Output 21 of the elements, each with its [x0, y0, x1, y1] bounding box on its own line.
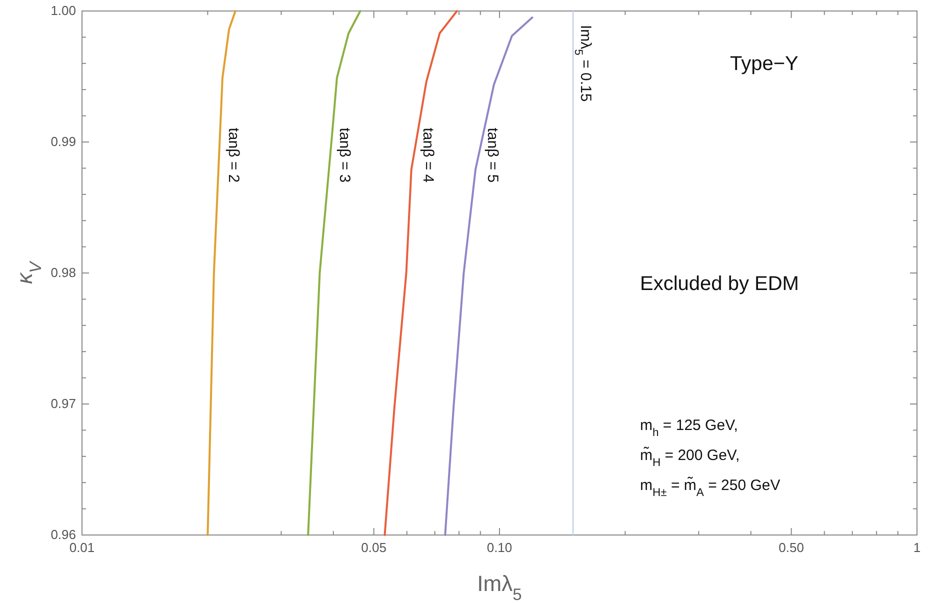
line-series [307, 10, 362, 536]
x-tick-label: 0.10 [486, 540, 512, 556]
y-tick-label: 0.98 [50, 265, 76, 280]
x-tick-label: 0.50 [778, 540, 804, 556]
annotation: m$_{h}$ = 125 GeV, [640, 417, 738, 439]
annotation: m̃$_{H}$ = 200 GeV, [640, 446, 740, 469]
text: tanβ = 3 [336, 128, 354, 183]
y-tick-label: 1.00 [50, 3, 76, 18]
text: tanβ = 4 [419, 128, 436, 183]
y-tick-label: 0.99 [50, 134, 76, 150]
text: tanβ = 2 [224, 128, 242, 183]
annotation: m$_{H±}$ = m̃$_{A}$ = 250 GeV [640, 476, 780, 499]
x-axis-title: Imλ$_{5}$ [477, 571, 522, 603]
y-tick-label: 0.97 [50, 396, 76, 412]
x-tick-label: 0.01 [69, 540, 95, 556]
y-tick-label: 0.96 [50, 527, 76, 542]
annotation: Excluded by EDM [640, 273, 799, 295]
x-tick-label: 0.05 [361, 540, 386, 556]
text: tanβ = 5 [484, 128, 502, 183]
x-tick-label: 1 [913, 540, 921, 556]
annotation: Type−Y [730, 53, 798, 75]
